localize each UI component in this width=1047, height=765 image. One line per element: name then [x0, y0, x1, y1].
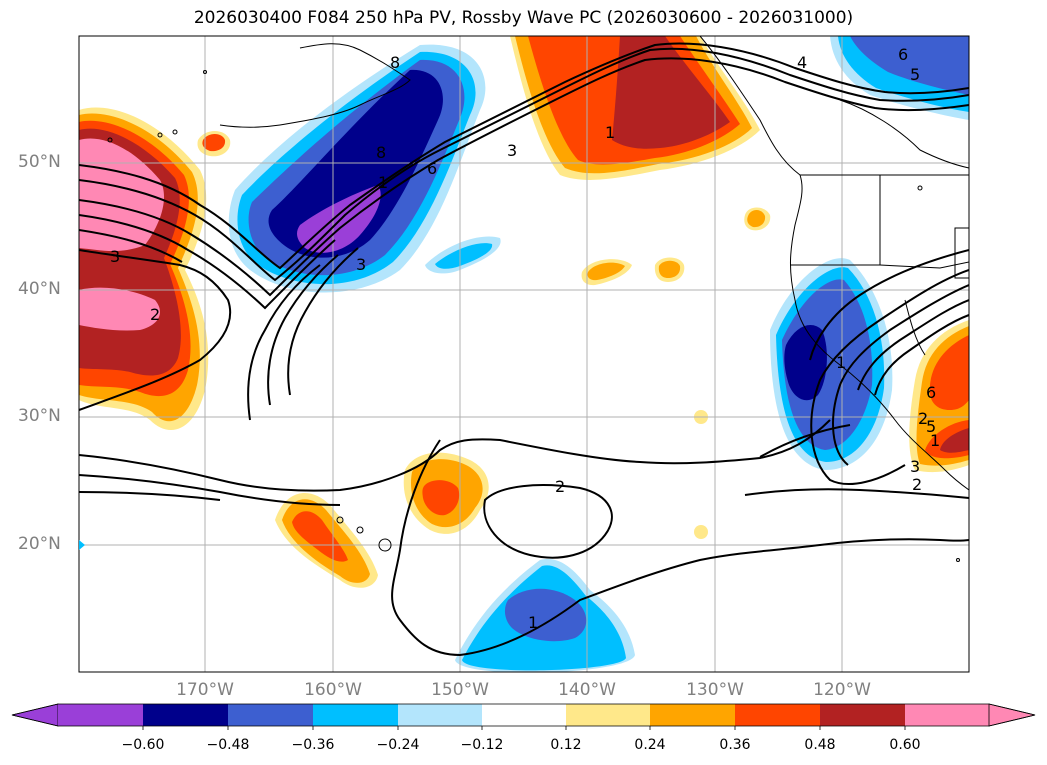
colorbar-segment [650, 704, 735, 726]
pv-blob [422, 480, 460, 516]
colorbar-tick-label: 0.48 [804, 737, 836, 753]
contour-label: 2 [555, 477, 565, 496]
chart-title: 2026030400 F084 250 hPa PV, Rossby Wave … [193, 8, 854, 28]
colorbar-segment [313, 704, 398, 726]
colorbar-extend-left [11, 703, 59, 727]
lon-label: 150°W [431, 680, 489, 700]
contour-label: 6 [898, 45, 908, 64]
colorbar-segment [482, 704, 566, 726]
contour-label: 5 [926, 417, 936, 436]
contour-label: 5 [910, 65, 920, 84]
colorbar-segment [398, 704, 482, 726]
lon-label: 160°W [304, 680, 362, 700]
pv-blob [435, 243, 493, 269]
contour-label: 3 [507, 141, 517, 160]
lon-label: 140°W [558, 680, 616, 700]
colorbar-extend-right [988, 703, 1036, 727]
colorbar-tick-label: 0.36 [719, 737, 751, 753]
contour-label: 3 [356, 255, 366, 274]
contours [79, 42, 969, 657]
colorbar-segment [566, 704, 650, 726]
colorbar-segment [905, 704, 989, 726]
contour-labels: 8 8 1 3 6 2 3 2 1 3 4 5 6 1 2 1 6 5 3 2 … [110, 45, 940, 632]
contour-label: 6 [427, 159, 437, 178]
contour-label: 8 [376, 143, 386, 162]
lon-label: 170°W [176, 680, 234, 700]
pv-blob [782, 279, 873, 450]
contour-label: 1 [836, 353, 846, 372]
contour-label: 8 [390, 53, 400, 72]
contour-label: 3 [110, 247, 120, 266]
contour-label: 3 [910, 457, 920, 476]
colorbar-tick-label: −0.60 [121, 737, 165, 753]
colorbar-outline [11, 703, 1036, 727]
colorbar-segment [820, 704, 905, 726]
pv-blob [940, 428, 969, 453]
pv-blob [612, 36, 730, 149]
contour-label: 1 [605, 123, 615, 142]
lat-label: 40°N [18, 279, 61, 299]
lat-label: 20°N [18, 534, 61, 554]
contour-label: 6 [926, 383, 936, 402]
lat-label: 30°N [18, 406, 61, 426]
lat-label: 50°N [18, 152, 61, 172]
lon-label: 120°W [813, 680, 871, 700]
contour-label: 1 [378, 173, 388, 192]
contour-label: 2 [912, 475, 922, 494]
pv-blob [658, 260, 681, 278]
colorbar-tick-label: −0.48 [206, 737, 250, 753]
pv-blob [79, 287, 160, 331]
colorbar-tick-label: 0.60 [889, 737, 921, 753]
colorbar-segment [228, 704, 313, 726]
colorbar-tick-label: −0.36 [291, 737, 335, 753]
colorbar-ticks [142, 726, 906, 730]
pv-blob [202, 134, 226, 152]
pv-blob [747, 210, 766, 228]
lon-label: 130°W [686, 680, 744, 700]
graticule [79, 36, 969, 672]
pv-blob [587, 262, 625, 281]
pv-blob [79, 138, 165, 252]
colorbar-tick-label: 0.12 [550, 737, 582, 753]
pv-blob [79, 540, 85, 550]
colorbar [11, 703, 1036, 730]
contour-label: 1 [930, 431, 940, 450]
map-frame [78, 35, 970, 673]
colorbar-tick-label: −0.24 [376, 737, 420, 753]
pv-blob [694, 525, 708, 539]
pv-blob [268, 69, 443, 258]
contour-label: 4 [797, 53, 807, 72]
colorbar-segment [143, 704, 228, 726]
pv-blob [292, 511, 348, 562]
pv-blob [929, 335, 969, 410]
contour-label: 1 [528, 613, 538, 632]
colorbar-tick-label: 0.24 [634, 737, 666, 753]
colorbar-segment [735, 704, 820, 726]
pv-blob [850, 36, 969, 95]
contour-label: 2 [918, 409, 928, 428]
colorbar-tick-label: −0.12 [460, 737, 504, 753]
contour-label: 2 [150, 305, 160, 324]
coastlines [107, 36, 969, 562]
colorbar-segment [58, 704, 143, 726]
pv-blob [504, 588, 587, 642]
